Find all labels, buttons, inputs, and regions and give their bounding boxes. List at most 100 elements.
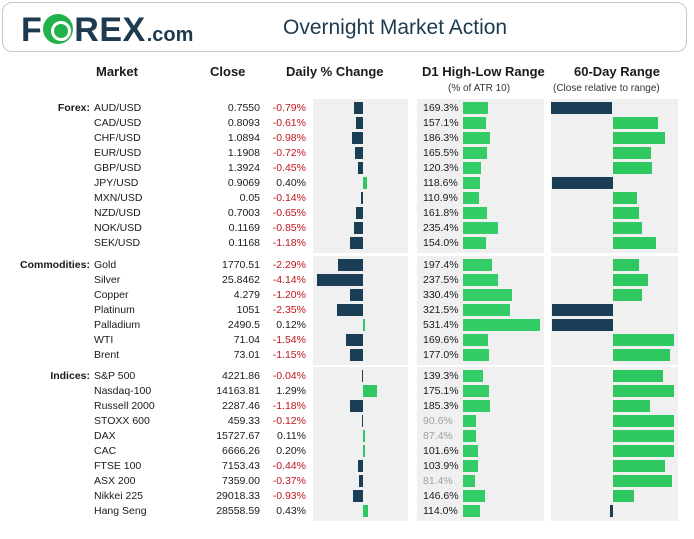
range-bar [463, 349, 490, 361]
day60-bar [613, 460, 666, 472]
range-value: 154.0% [423, 237, 459, 249]
day60-bar [613, 349, 671, 361]
close-value: 1.0894 [227, 132, 260, 144]
table-row: Palladium 2490.5 0.12% 531.4% [0, 318, 694, 333]
close-value: 7359.00 [222, 475, 260, 487]
logo-letters-rex: REX [74, 11, 146, 49]
change-value: -0.98% [272, 132, 306, 144]
change-bar [349, 289, 363, 301]
change-bar [317, 274, 363, 286]
close-value: 0.7550 [227, 102, 260, 114]
range-value: 161.8% [423, 207, 459, 219]
group-label: Commodities: [19, 259, 90, 271]
table-row: Copper 4.279 -1.20% 330.4% [0, 288, 694, 303]
range-value: 120.3% [423, 162, 459, 174]
change-value: -1.18% [272, 237, 306, 249]
change-value: 0.12% [276, 319, 306, 331]
change-value: -0.65% [272, 207, 306, 219]
logo-letter-f: F [21, 11, 43, 49]
close-value: 0.1168 [228, 237, 260, 249]
range-bar [463, 289, 512, 301]
range-bar [463, 259, 493, 271]
range-value: 139.3% [423, 370, 459, 382]
market-name: Copper [94, 289, 129, 301]
range-value: 87.4% [423, 430, 453, 442]
range-value: 165.5% [423, 147, 459, 159]
day60-bar [613, 259, 640, 271]
range-bar [463, 334, 488, 346]
close-value: 71.04 [233, 334, 260, 346]
page-title: Overnight Market Action [283, 16, 508, 39]
range-value: 146.6% [423, 490, 459, 502]
change-value: 0.11% [277, 430, 306, 442]
day60-bar [613, 370, 664, 382]
column-header-market: Market [96, 64, 138, 79]
change-bar [358, 460, 363, 472]
range-bar [463, 132, 491, 144]
column-header-d1-range: D1 High-Low Range [422, 64, 545, 79]
change-value: -4.14% [272, 274, 306, 286]
market-name: DAX [94, 430, 116, 442]
table-row: Nikkei 225 29018.33 -0.93% 146.6% [0, 489, 694, 504]
change-bar [352, 490, 363, 502]
range-bar [463, 304, 511, 316]
table-row: ASX 200 7359.00 -0.37% 81.4% [0, 474, 694, 489]
table-row: CHF/USD 1.0894 -0.98% 186.3% [0, 131, 694, 146]
range-bar [463, 207, 487, 219]
range-bar [463, 177, 481, 189]
market-name: WTI [94, 334, 114, 346]
day60-bar [613, 334, 674, 346]
range-value: 237.5% [423, 274, 459, 286]
close-value: 7153.43 [222, 460, 260, 472]
close-value: 25.8462 [222, 274, 260, 286]
close-value: 73.01 [233, 349, 260, 361]
range-value: 169.6% [423, 334, 459, 346]
day60-bar [613, 490, 635, 502]
close-value: 0.05 [239, 192, 260, 204]
day60-bar [613, 289, 643, 301]
range-bar [463, 102, 488, 114]
range-bar [463, 117, 487, 129]
change-bar [363, 445, 366, 457]
range-value: 101.6% [423, 445, 459, 457]
range-value: 186.3% [423, 132, 459, 144]
table-row: MXN/USD 0.05 -0.14% 110.9% [0, 191, 694, 206]
change-bar [363, 430, 365, 442]
change-bar [361, 415, 363, 427]
table-row: NOK/USD 0.1169 -0.85% 235.4% [0, 221, 694, 236]
change-bar [355, 207, 363, 219]
range-value: 197.4% [423, 259, 459, 271]
close-value: 0.8093 [227, 117, 260, 129]
change-bar [350, 400, 363, 412]
range-value: 118.6% [423, 177, 458, 189]
range-bar [463, 460, 479, 472]
close-value: 0.7003 [227, 207, 260, 219]
market-name: CAC [94, 445, 117, 457]
change-value: -0.61% [272, 117, 306, 129]
range-value: 110.9% [423, 192, 458, 204]
table-row: STOXX 600 459.33 -0.12% 90.6% [0, 414, 694, 429]
close-value: 15727.67 [216, 430, 260, 442]
range-bar [463, 430, 476, 442]
day60-bar [552, 177, 613, 189]
day60-bar [609, 505, 613, 517]
close-value: 28558.59 [216, 505, 260, 517]
close-value: 1.3924 [227, 162, 260, 174]
change-value: -0.37% [272, 475, 306, 487]
change-bar [361, 370, 363, 382]
close-value: 29018.33 [216, 490, 260, 502]
change-bar [356, 117, 363, 129]
change-value: -1.18% [272, 400, 306, 412]
change-value: -1.20% [272, 289, 306, 301]
day60-bar [613, 445, 674, 457]
close-value: 1.1908 [227, 147, 260, 159]
range-value: 330.4% [423, 289, 459, 301]
range-value: 169.3% [423, 102, 459, 114]
range-value: 81.4% [423, 475, 453, 487]
change-bar [355, 147, 363, 159]
group-label: Indices: [50, 370, 90, 382]
forex-logo: F REX .com [21, 11, 193, 49]
column-header-daily-change: Daily % Change [286, 64, 384, 79]
close-value: 0.9069 [227, 177, 260, 189]
market-name: Silver [94, 274, 121, 286]
